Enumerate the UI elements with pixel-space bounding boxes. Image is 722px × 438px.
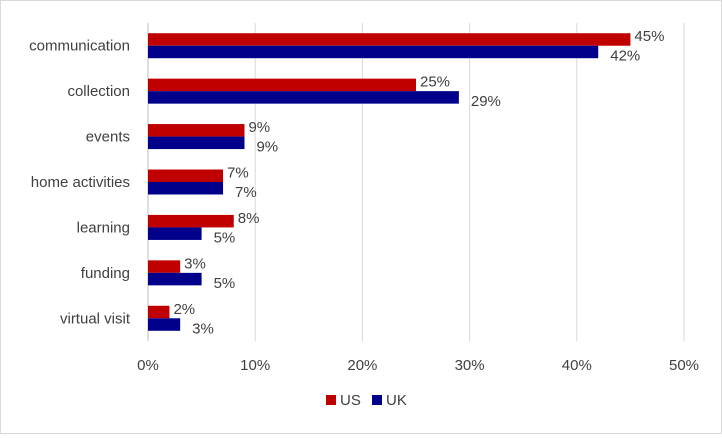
category-label: learning — [77, 219, 130, 236]
data-label-us: 9% — [248, 119, 270, 136]
category-label: events — [86, 129, 130, 146]
data-label-uk: 7% — [235, 184, 257, 201]
data-label-uk: 5% — [214, 229, 236, 246]
x-tick-label: 0% — [137, 357, 159, 374]
data-label-us: 8% — [238, 210, 260, 227]
data-label-us: 2% — [173, 301, 195, 318]
legend-swatch-us — [326, 395, 336, 405]
bar-group — [148, 33, 631, 331]
data-label-us: 25% — [420, 74, 450, 91]
bar-us — [148, 214, 234, 228]
data-label-uk: 29% — [471, 93, 501, 110]
bar-uk — [148, 45, 599, 59]
data-label-uk: 3% — [192, 320, 214, 337]
data-label-us: 45% — [634, 28, 664, 45]
legend-label-uk: UK — [386, 392, 407, 409]
category-label: virtual visit — [60, 310, 131, 327]
data-label-uk: 42% — [610, 48, 640, 65]
x-tick-labels: 0% 10% 20% 30% 40% 50% — [137, 357, 699, 374]
bar-us — [148, 124, 245, 137]
bar-uk — [148, 136, 245, 150]
x-tick-label: 40% — [562, 357, 592, 374]
category-label: funding — [81, 265, 130, 282]
bar-uk — [148, 182, 224, 195]
data-label-us: 7% — [227, 165, 249, 182]
gridlines — [147, 23, 685, 341]
data-label-us: 3% — [184, 255, 206, 272]
bar-us — [148, 169, 224, 182]
data-label-uk: 5% — [214, 275, 236, 292]
bar-us — [148, 305, 170, 319]
data-labels: 45%42%25%29%9%9%7%7%8%5%3%5%2%3% — [173, 28, 664, 337]
bar-us — [148, 33, 631, 46]
bar-uk — [148, 318, 181, 331]
category-labels: communication collection events home activi… — [29, 38, 131, 328]
x-tick-label: 30% — [455, 357, 485, 374]
x-tick-label: 10% — [240, 357, 270, 374]
x-tick-label: 20% — [347, 357, 377, 374]
legend-swatch-uk — [372, 395, 382, 405]
bar-us — [148, 78, 416, 92]
legend: US UK — [326, 392, 407, 409]
bar-uk — [148, 272, 202, 286]
bar-uk — [148, 227, 202, 240]
bar-uk — [148, 91, 459, 104]
category-label: communication — [29, 38, 130, 55]
category-label: home activities — [31, 174, 130, 191]
legend-label-us: US — [340, 392, 361, 409]
x-tick-label: 50% — [669, 357, 699, 374]
category-label: collection — [67, 83, 130, 100]
data-label-uk: 9% — [256, 139, 278, 156]
bar-us — [148, 260, 181, 273]
